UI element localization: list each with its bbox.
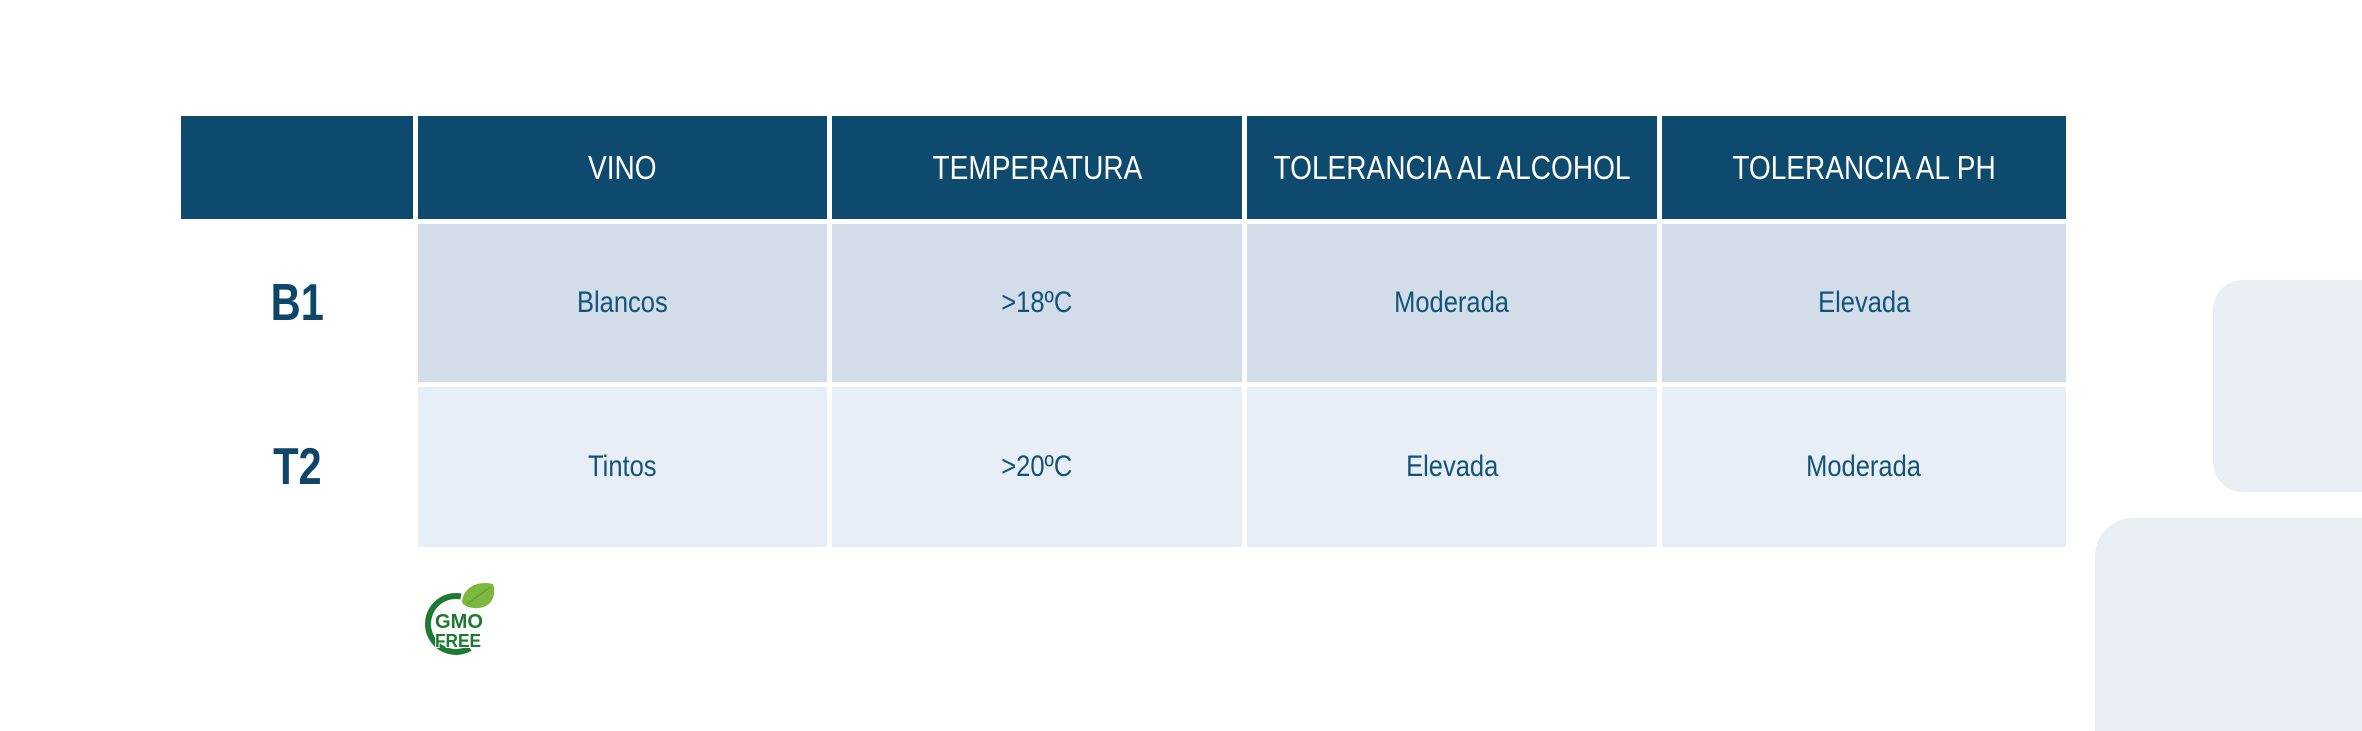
decorative-panel-top xyxy=(2213,280,2362,492)
row-label-t2: T2 xyxy=(181,387,413,547)
cell-t2-tolerancia-alcohol: Elevada xyxy=(1247,387,1657,547)
cell-b1-temperatura-text: >18ºC xyxy=(1001,286,1073,319)
cell-b1-vino: Blancos xyxy=(418,224,827,382)
cell-t2-temperatura-text: >20ºC xyxy=(1001,450,1073,483)
cell-b1-tolerancia-alcohol-text: Moderada xyxy=(1394,286,1510,319)
wine-tolerance-table: VINO TEMPERATURA TOLERANCIA AL ALCOHOL T… xyxy=(181,116,2066,547)
gmo-free-text-line1: GMO xyxy=(435,611,483,633)
row-label-t2-text: T2 xyxy=(272,438,322,496)
gmo-free-circle-arc xyxy=(425,592,472,655)
header-label-vino: VINO xyxy=(588,148,657,186)
cell-b1-temperatura: >18ºC xyxy=(832,224,1242,382)
cell-t2-tolerancia-ph: Moderada xyxy=(1662,387,2066,547)
cell-b1-tolerancia-ph-text: Elevada xyxy=(1817,286,1911,319)
decorative-panel-bottom xyxy=(2095,518,2362,731)
header-cell-vino: VINO xyxy=(418,116,827,219)
cell-b1-tolerancia-alcohol: Moderada xyxy=(1247,224,1657,382)
header-label-tolerancia-alcohol: TOLERANCIA AL ALCOHOL xyxy=(1273,148,1631,186)
header-cell-tolerancia-alcohol: TOLERANCIA AL ALCOHOL xyxy=(1247,116,1657,219)
header-label-tolerancia-ph: TOLERANCIA AL PH xyxy=(1732,148,1996,186)
gmo-free-text-line2: FREE xyxy=(435,631,481,651)
cell-t2-temperatura: >20ºC xyxy=(832,387,1242,547)
cell-t2-vino-text: Tintos xyxy=(588,450,657,483)
header-cell-temperatura: TEMPERATURA xyxy=(832,116,1242,219)
row-label-b1-text: B1 xyxy=(270,274,324,332)
cell-t2-tolerancia-ph-text: Moderada xyxy=(1806,450,1922,483)
cell-t2-vino: Tintos xyxy=(418,387,827,547)
leaf-vein xyxy=(466,586,492,605)
cell-b1-vino-text: Blancos xyxy=(577,286,668,319)
cell-b1-tolerancia-ph: Elevada xyxy=(1662,224,2066,382)
header-label-temperatura: TEMPERATURA xyxy=(932,148,1142,186)
header-cell-tolerancia-ph: TOLERANCIA AL PH xyxy=(1662,116,2066,219)
cell-t2-tolerancia-alcohol-text: Elevada xyxy=(1405,450,1499,483)
gmo-free-badge: GMO FREE xyxy=(425,582,495,655)
header-cell-empty xyxy=(181,116,413,219)
row-label-b1: B1 xyxy=(181,224,413,382)
